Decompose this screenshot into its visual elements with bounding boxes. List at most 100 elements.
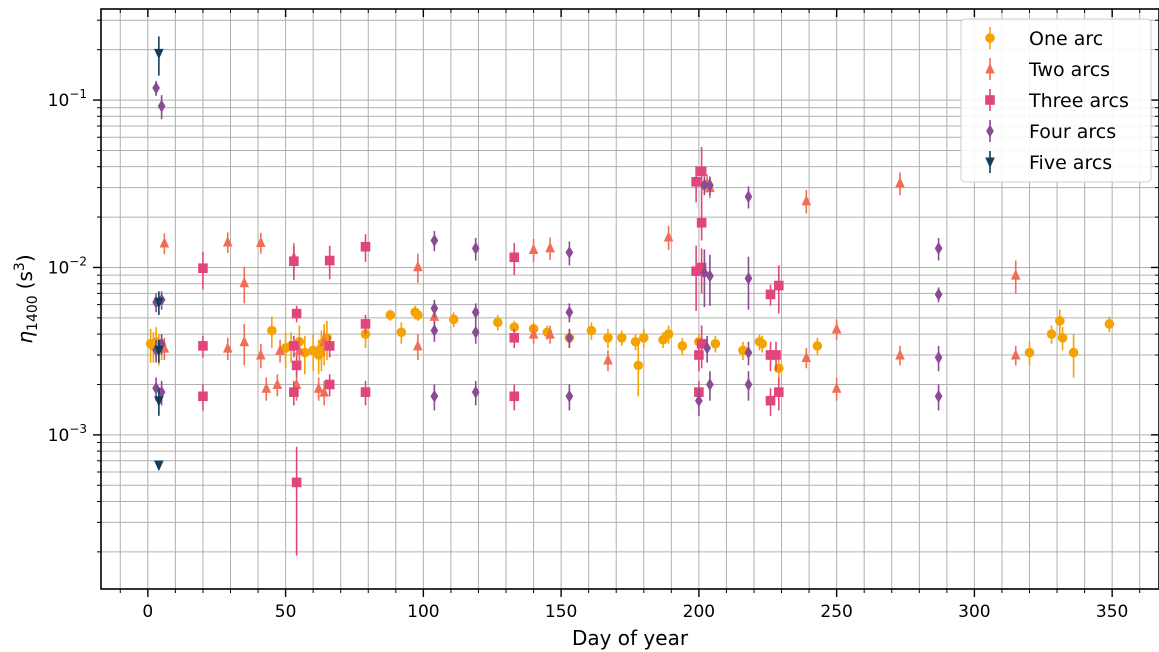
y-tick-label-base: 10	[48, 91, 70, 111]
legend-box	[960, 18, 1152, 183]
data-point	[261, 382, 272, 393]
x-tick-label: 150	[545, 602, 577, 622]
data-point	[696, 166, 707, 177]
y-tick-label: 10−2	[48, 254, 87, 278]
data-point	[267, 325, 277, 336]
data-point	[773, 280, 784, 291]
data-point	[1068, 347, 1079, 358]
legend: One arc Two arcs Three arcs Four arcs Five a…	[960, 18, 1152, 183]
legend-marker	[985, 95, 995, 105]
data-point	[509, 252, 520, 263]
data-point	[430, 301, 439, 315]
data-point	[157, 385, 166, 399]
data-point	[291, 308, 302, 319]
data-point	[198, 263, 208, 273]
legend-marker	[985, 157, 995, 168]
data-point	[1010, 269, 1021, 280]
data-layer	[145, 36, 1115, 556]
data-point	[895, 176, 905, 188]
data-point	[291, 477, 302, 488]
series-one-arc	[145, 305, 1115, 397]
data-point	[272, 378, 283, 389]
y-tick-label-exponent: −3	[69, 422, 87, 436]
data-point	[616, 333, 627, 343]
data-point	[289, 387, 299, 397]
data-point	[198, 341, 208, 351]
data-point	[313, 382, 324, 393]
data-point	[157, 337, 166, 351]
data-point	[695, 394, 703, 408]
data-point	[256, 348, 266, 360]
data-point	[638, 333, 649, 343]
data-point	[528, 328, 539, 339]
data-point	[360, 319, 371, 329]
data-point	[744, 377, 753, 391]
y-tick-label-exponent: −1	[69, 87, 87, 101]
data-point	[703, 341, 711, 355]
data-point	[509, 333, 520, 343]
data-point	[663, 231, 674, 242]
data-point	[396, 327, 407, 338]
data-point	[663, 329, 674, 339]
data-point	[696, 262, 707, 273]
data-point	[528, 243, 539, 255]
data-point	[413, 310, 423, 320]
data-point	[289, 341, 299, 351]
data-point	[509, 322, 520, 332]
data-point	[565, 331, 574, 345]
data-point	[154, 396, 164, 407]
data-point	[291, 360, 302, 371]
y-axis-title-unit: (s	[13, 271, 37, 289]
data-point	[154, 460, 164, 472]
series-five-arcs	[154, 36, 164, 472]
data-point	[812, 341, 823, 351]
y-tick-label-base: 10	[48, 426, 70, 446]
legend-label: Five arcs	[1029, 152, 1112, 174]
data-point	[757, 338, 768, 349]
data-point	[565, 389, 574, 403]
data-point	[773, 387, 784, 397]
data-point	[1057, 333, 1068, 343]
data-point	[706, 377, 714, 391]
data-point	[492, 317, 503, 328]
data-point	[471, 385, 480, 399]
data-point	[509, 391, 520, 402]
legend-label: Four arcs	[1029, 121, 1116, 143]
x-tick-label: 100	[407, 602, 439, 622]
data-point	[1046, 329, 1057, 339]
data-point	[603, 354, 613, 365]
data-point	[152, 81, 160, 95]
legend-label: One arc	[1029, 28, 1103, 50]
y-axis: 10−310−210−1	[48, 87, 1159, 446]
legend-label: Three arcs	[1028, 90, 1129, 112]
data-point	[677, 341, 688, 351]
data-point	[696, 338, 707, 349]
data-point	[706, 178, 714, 192]
data-point	[831, 382, 842, 393]
data-point	[319, 386, 329, 397]
data-point	[154, 297, 164, 309]
data-point	[154, 48, 164, 60]
data-point	[1010, 348, 1021, 360]
x-tick-label: 300	[958, 602, 990, 622]
data-point	[471, 325, 480, 339]
x-tick-label: 0	[142, 602, 153, 622]
data-point	[324, 341, 335, 351]
data-point	[430, 233, 439, 247]
data-point	[633, 360, 644, 371]
data-point	[239, 276, 250, 288]
grid-layer	[101, 9, 1159, 589]
data-point	[765, 395, 776, 406]
data-point	[545, 241, 555, 253]
x-tick-label: 200	[683, 602, 715, 622]
data-point	[744, 271, 753, 285]
data-point	[471, 305, 480, 319]
data-point	[771, 350, 781, 360]
data-point	[222, 235, 233, 247]
data-point	[360, 387, 371, 397]
data-point	[694, 350, 704, 360]
x-axis-title: Day of year	[572, 626, 689, 650]
data-point	[360, 329, 371, 339]
plot-frame	[100, 8, 1159, 590]
